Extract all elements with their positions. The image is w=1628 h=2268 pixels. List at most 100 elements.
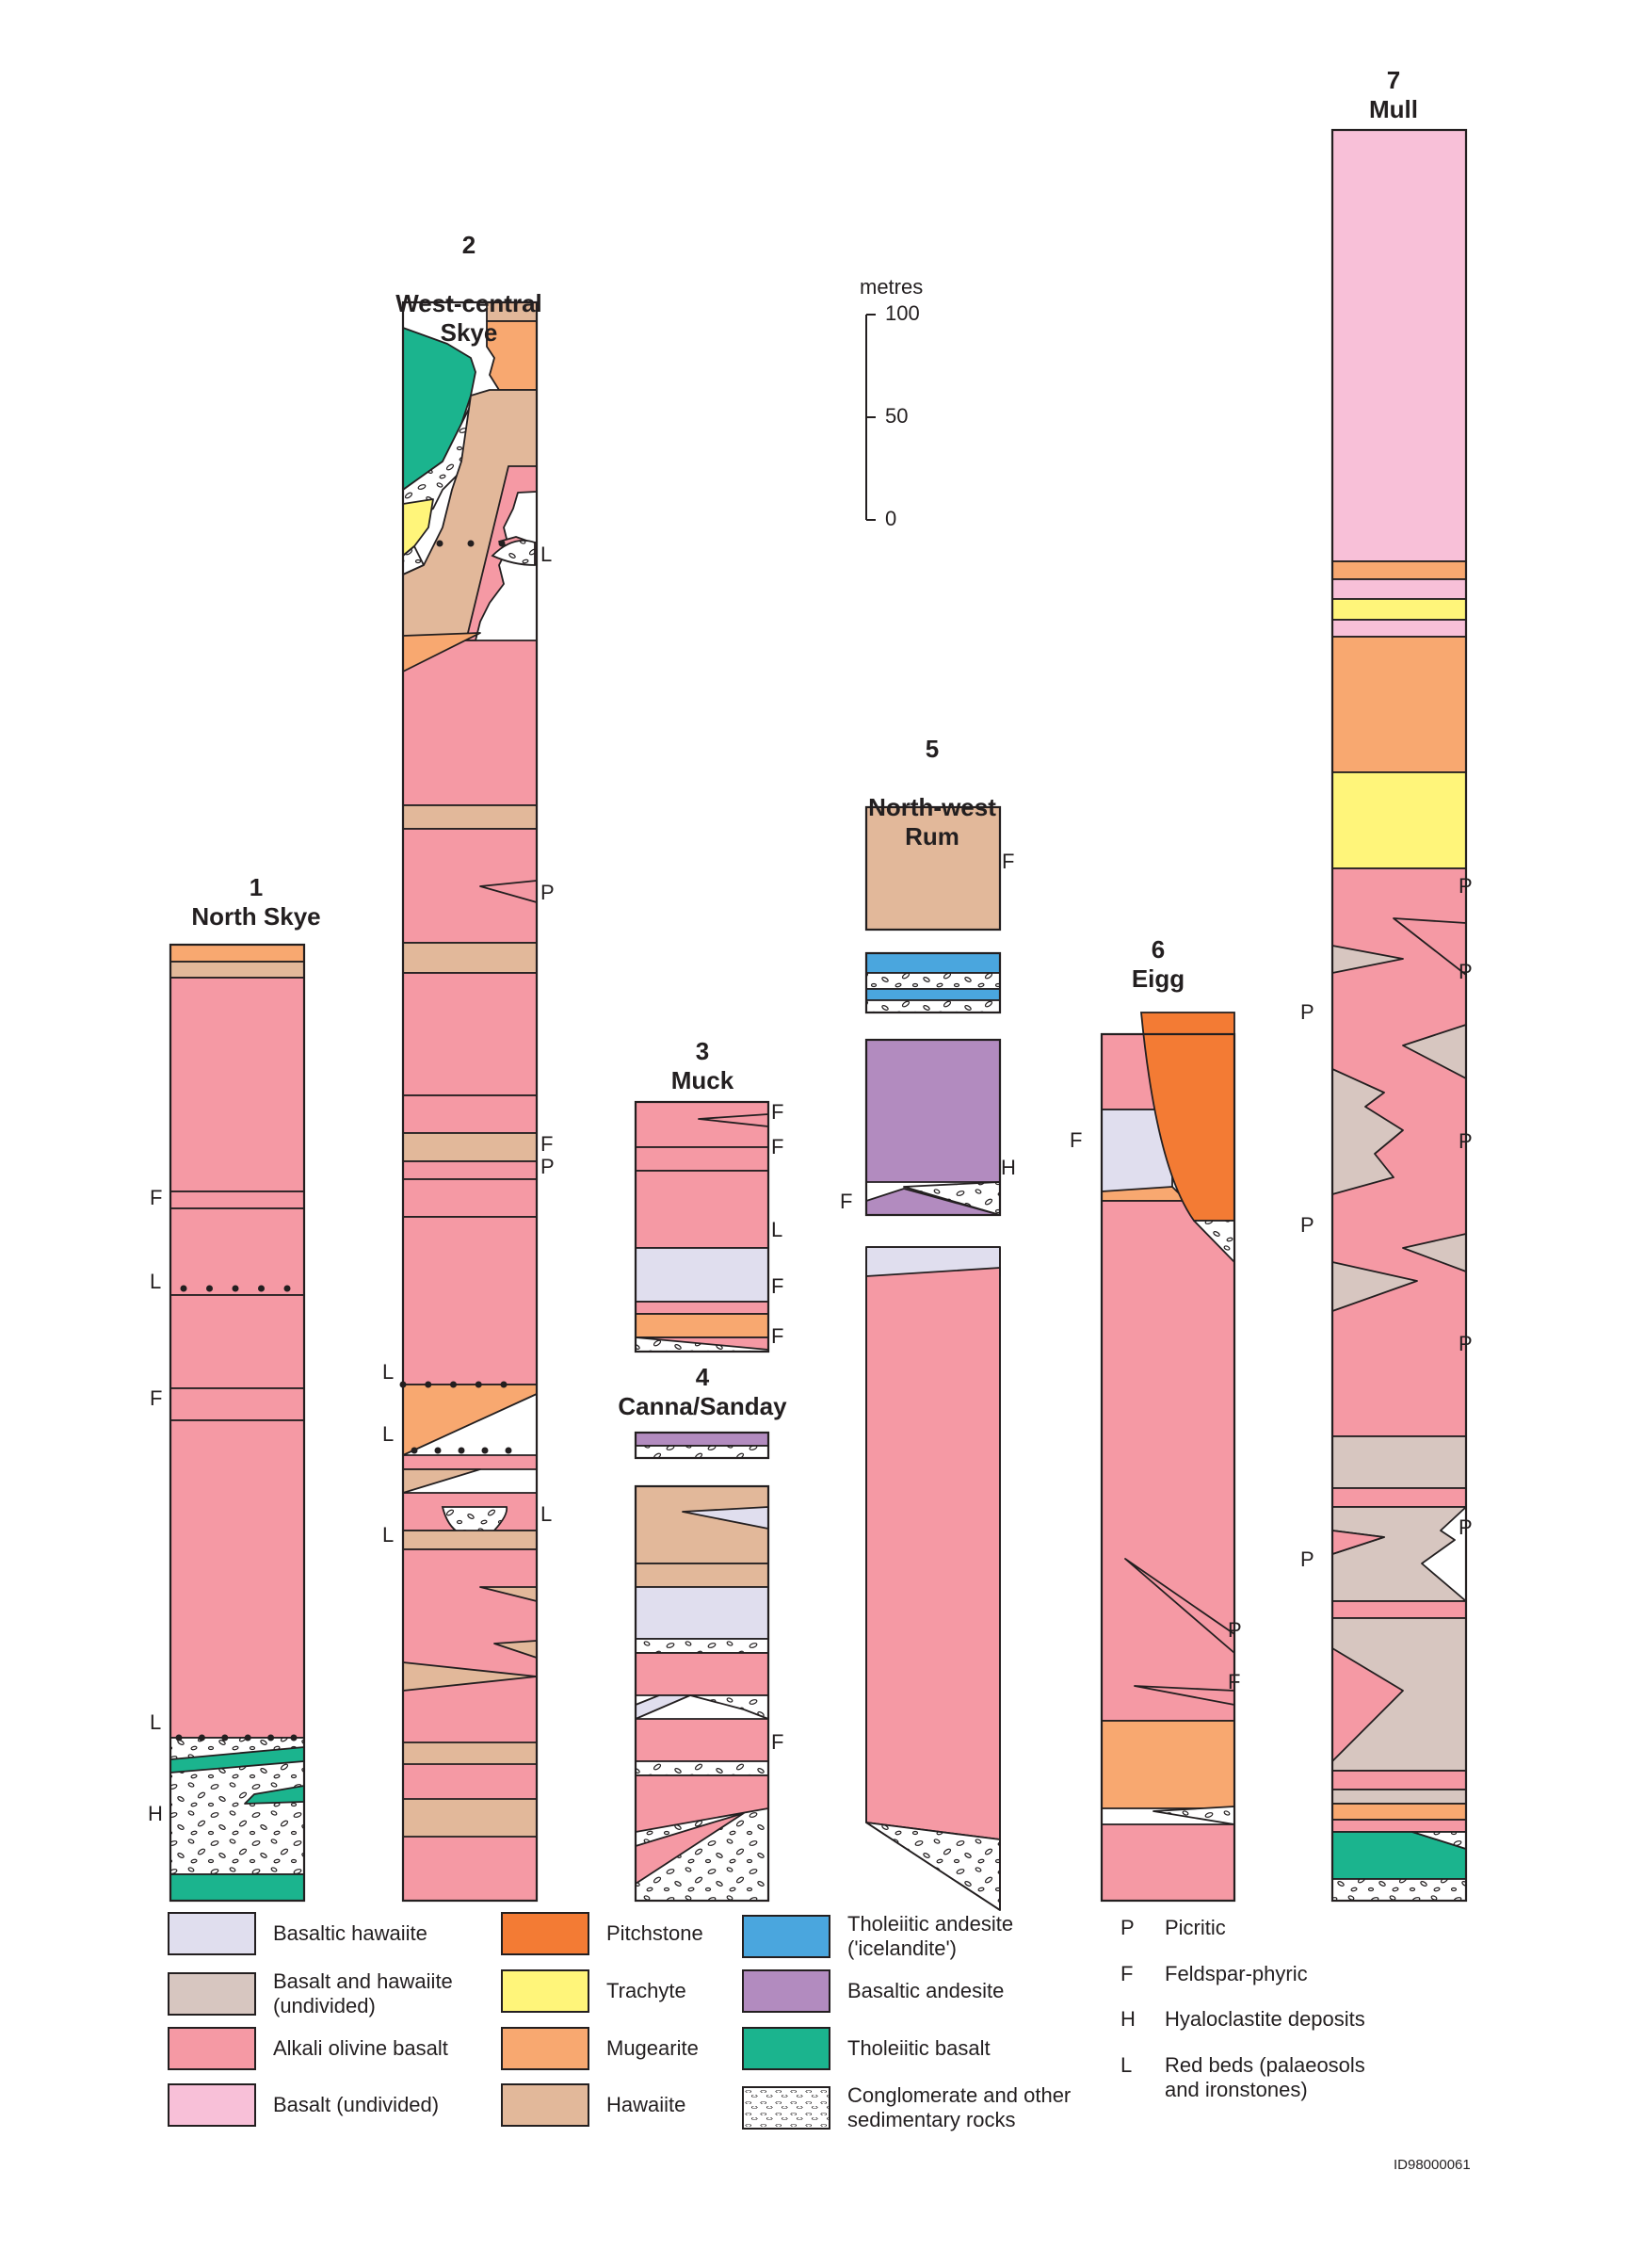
column-1-number: 1 <box>249 873 264 901</box>
layer-hawaiite <box>169 961 305 979</box>
column-6-number: 6 <box>1151 935 1166 964</box>
marker-L: L <box>150 1270 162 1293</box>
marker-H: H <box>148 1802 163 1825</box>
layer-alkali_olivine_basalt <box>1101 1200 1235 1722</box>
layer-tholeiitic_basalt <box>169 1873 305 1902</box>
strata-layers <box>169 129 1467 1911</box>
layer-alkali_olivine_basalt <box>635 1170 769 1249</box>
legend-trachyte: Trachyte <box>501 1969 686 2013</box>
legend-swatch <box>742 1915 830 1958</box>
legend-label: Pitchstone <box>606 1921 703 1945</box>
red-bed-dot <box>258 1285 265 1292</box>
layer-hawaiite <box>402 1468 481 1494</box>
marker-P: P <box>1459 1332 1473 1355</box>
legend-label: Conglomerate and other sedimentary rocks <box>847 2083 1072 2131</box>
column-7-frame <box>1330 128 1468 1903</box>
legend-label: Basaltic andesite <box>847 1979 1005 2002</box>
layer-alkali_olivine_basalt <box>1331 1487 1467 1508</box>
marker-P: P <box>1459 1515 1473 1539</box>
layer-mugearite <box>1101 1720 1235 1809</box>
legend-swatch <box>742 2027 830 2070</box>
marker-P: P <box>1459 960 1473 983</box>
red-bed-dot <box>411 1447 418 1454</box>
layer-tholeiitic_andesite <box>865 988 1001 1001</box>
figure-id: ID98000061 <box>1394 2157 1471 2173</box>
layer-conglomerate <box>635 1445 769 1459</box>
marker-L: L <box>150 1710 162 1734</box>
key-text: Red beds (palaeosols and ironstones) <box>1165 2053 1365 2101</box>
red-bed-dots <box>175 540 512 1742</box>
layer-conglomerate <box>1331 1878 1467 1902</box>
column-1-frame <box>169 943 306 1903</box>
layer-alkali_olivine_basalt <box>402 1216 538 1385</box>
marker-P: P <box>540 881 555 904</box>
marker-F: F <box>840 1190 853 1213</box>
column-5a-frame <box>864 805 1002 932</box>
scale-tick-0: 0 <box>885 507 897 530</box>
legend-basaltic-hawaiite: Basaltic hawaiite <box>168 1912 427 1955</box>
layer-alkali_olivine_basalt <box>1101 1823 1235 1902</box>
red-bed-dot <box>198 1734 205 1742</box>
legend-label: Basaltic hawaiite <box>273 1921 427 1945</box>
legend-swatch <box>168 2083 256 2127</box>
layer-hawaiite <box>402 1798 538 1838</box>
column-6-name: Eigg <box>1131 964 1185 993</box>
column-5-title: 5 North-west Rum <box>782 705 1083 881</box>
layer-alkali_olivine_basalt <box>402 1094 538 1134</box>
layer-hawaiite <box>402 804 538 830</box>
layer-basalt_undivided <box>1331 578 1467 600</box>
key-text: Picritic <box>1165 1916 1226 1939</box>
layer-alkali_olivine_basalt <box>865 1267 1001 1840</box>
marker-F: F <box>150 1186 163 1209</box>
layer-basalt_undivided <box>1331 619 1467 638</box>
legend-label: Mugearite <box>606 2036 699 2060</box>
marker-P: P <box>1300 1000 1314 1024</box>
scale-unit: metres <box>860 275 924 299</box>
column-2-title: 2 West-central Skye <box>318 202 620 377</box>
red-bed-dot <box>434 1447 442 1454</box>
legend-label: Basalt and hawaiite (undivided) <box>273 1969 453 2017</box>
red-bed-dot <box>505 1447 512 1454</box>
red-bed-dot <box>206 1285 213 1292</box>
legend-swatch <box>742 1969 830 2013</box>
column-5d-outline <box>865 1246 1001 1911</box>
legend-tholeiitic-andesite: Tholeiitic andesite ('icelandite') <box>742 1912 1013 1961</box>
layer-alkali_olivine_basalt <box>635 1652 769 1696</box>
layer-trachyte <box>1331 771 1467 869</box>
legend-label: Tholeiitic andesite ('icelandite') <box>847 1912 1014 1960</box>
legend-swatch <box>168 2027 256 2070</box>
layer-conglomerate <box>865 999 1001 1013</box>
column-3-frame <box>634 1100 770 1353</box>
layer-basaltic_hawaiite <box>635 1694 691 1720</box>
layer-alkali_olivine_basalt <box>169 1294 305 1389</box>
column-7-number: 7 <box>1386 66 1401 94</box>
column-5c-frame <box>864 1038 1002 1217</box>
marker-F: F <box>771 1730 784 1754</box>
layer-mugearite <box>1331 636 1467 773</box>
key-text: Feldspar-phyric <box>1165 1962 1308 1985</box>
layer-alkali_olivine_basalt <box>402 1178 538 1218</box>
layer-conglomerate <box>865 972 1001 990</box>
layer-hawaiite <box>402 942 538 974</box>
marker-F: F <box>771 1274 784 1298</box>
layer-trachyte <box>402 498 434 557</box>
marker-P: P <box>1459 874 1473 898</box>
marker-L: L <box>771 1218 783 1241</box>
layer-alkali_olivine_basalt <box>635 1301 769 1315</box>
column-4-number: 4 <box>695 1363 710 1391</box>
legend-swatch <box>501 1969 589 2013</box>
red-bed-dot <box>498 540 506 547</box>
layer-alkali_olivine_basalt <box>169 1191 305 1209</box>
legend-basaltic-andesite: Basaltic andesite <box>742 1969 1004 2013</box>
layer-alkali_olivine_basalt <box>635 1146 769 1172</box>
legend-swatch <box>501 1912 589 1955</box>
red-bed-dot <box>458 1447 465 1454</box>
red-bed-dot <box>481 1447 489 1454</box>
layer-basaltic_andesite <box>865 1039 1001 1183</box>
marker-F: F <box>1070 1128 1083 1152</box>
layer-basaltic_hawaiite <box>635 1247 769 1303</box>
column-2-name: West-central Skye <box>395 289 542 347</box>
legend-swatch <box>168 1912 256 1955</box>
column-5b-frame <box>864 951 1002 1014</box>
